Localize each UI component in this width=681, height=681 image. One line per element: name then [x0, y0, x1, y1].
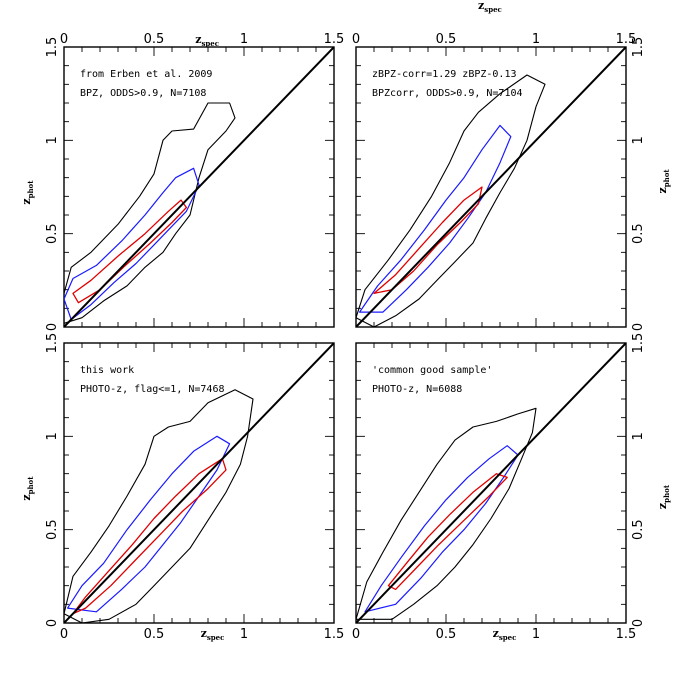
x-tick-label: 1.5 [324, 32, 345, 47]
x-tick-label: 0 [352, 32, 360, 47]
y-axis-label: zphot [656, 169, 671, 194]
y-tick-label: 1.5 [45, 333, 60, 354]
contour-mid [359, 124, 512, 313]
contour-mid [67, 435, 231, 613]
x-tick-label: 0.5 [436, 32, 457, 47]
contours-group [356, 47, 626, 327]
contour-inner [72, 199, 188, 304]
x-tick-label: 1 [240, 627, 248, 642]
contour-outer [64, 389, 254, 623]
y-tick-label: 1 [45, 432, 60, 440]
x-tick-label: 0 [60, 627, 68, 642]
plot-frame [355, 342, 627, 624]
contours-group [356, 343, 626, 623]
x-axis-label: zspec [201, 627, 225, 642]
y-tick-label: 0.5 [45, 519, 60, 540]
contour-outer [64, 102, 236, 324]
x-tick-label: 1 [532, 32, 540, 47]
plot-frame [63, 342, 335, 624]
y-axis-label: zphot [20, 180, 35, 205]
plot-frame [355, 46, 627, 328]
y-tick-label: 1.5 [631, 333, 646, 354]
y-tick-label: 1 [631, 432, 646, 440]
x-tick-label: 0 [352, 627, 360, 642]
identity-line [64, 343, 334, 623]
top-axis-label: zspec [478, 0, 502, 14]
panel-annotation: this work [80, 365, 134, 376]
x-tick-label: 0 [60, 32, 68, 47]
x-tick-label: 1 [240, 32, 248, 47]
panel-annotation: BPZ, ODDS>0.9, N=7108 [80, 88, 206, 99]
x-tick-label: 1.5 [616, 32, 637, 47]
y-tick-label: 0 [631, 619, 646, 627]
x-axis-label: zspec [493, 627, 517, 642]
panel-top-right: 0 0.5 1 1.5 0 0.5 1 1.5 zphot zBPZ-corr=1.29 zBPZ… [352, 32, 671, 331]
panel-annotation: zBPZ-corr=1.29 zBPZ-0.13 [372, 69, 517, 80]
y-axis-label: zphot [20, 476, 35, 501]
identity-line [356, 343, 626, 623]
contour-outer [356, 407, 537, 620]
y-tick-label: 1 [631, 136, 646, 144]
x-tick-label: 1.5 [616, 627, 637, 642]
panel-annotation: 'common good sample' [372, 365, 492, 376]
contours-group [64, 47, 334, 327]
y-tick-label: 1 [45, 136, 60, 144]
contour-inner [72, 458, 227, 615]
panel-annotation: PHOTO-z, N=6088 [372, 384, 462, 395]
contour-mid [364, 445, 519, 613]
y-tick-label: 1.5 [45, 37, 60, 58]
y-tick-label: 1.5 [631, 37, 646, 58]
panel-annotation: PHOTO-z, flag<=1, N=7468 [80, 384, 225, 395]
panel-annotation: from Erben et al. 2009 [80, 69, 212, 80]
y-tick-label: 0.5 [45, 223, 60, 244]
contour-inner [373, 186, 483, 295]
y-axis-label: zphot [656, 484, 671, 509]
y-tick-label: 0.5 [631, 223, 646, 244]
panel-bottom-left: 0 0.5 1 1.5 0 0.5 1 1.5 zphot zspec this work PHOTO… [20, 333, 344, 642]
y-tick-label: 0 [631, 323, 646, 331]
plot-frame [63, 46, 335, 328]
y-tick-label: 0 [45, 323, 60, 331]
identity-line [356, 47, 626, 327]
panel-annotation: BPZcorr, ODDS>0.9, N=7104 [372, 88, 523, 99]
contour-outer [356, 74, 546, 327]
x-tick-label: 0.5 [144, 627, 165, 642]
y-tick-label: 0.5 [631, 519, 646, 540]
contour-inner [387, 473, 508, 591]
contours-group [64, 343, 334, 623]
x-tick-label: 1 [532, 627, 540, 642]
x-tick-label: 1.5 [324, 627, 345, 642]
x-tick-label: 0.5 [144, 32, 165, 47]
y-tick-label: 0 [45, 619, 60, 627]
x-axis-label: zspec [195, 33, 219, 48]
identity-line [64, 47, 334, 327]
x-tick-label: 0.5 [436, 627, 457, 642]
contour-mid [64, 167, 200, 321]
